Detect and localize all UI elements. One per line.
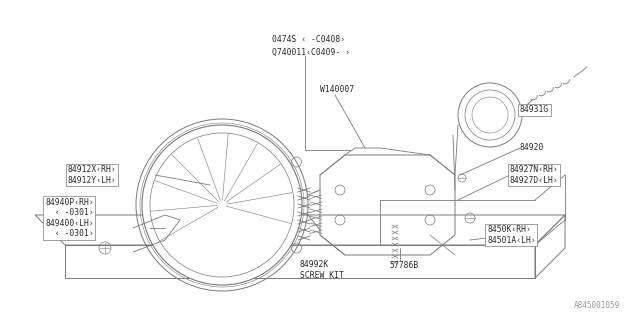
Circle shape [142,125,302,285]
Text: A845001059: A845001059 [573,301,620,310]
Text: 84940P‹RH›
  ‹ -0301›
849400‹LH›
  ‹ -0301›: 84940P‹RH› ‹ -0301› 849400‹LH› ‹ -0301› [45,198,93,238]
Text: 84992K
SCREW KIT: 84992K SCREW KIT [300,260,344,280]
Text: 84912X‹RH›
84912Y‹LH›: 84912X‹RH› 84912Y‹LH› [68,165,116,185]
Text: 8450K‹RH›
84501A‹LH›: 8450K‹RH› 84501A‹LH› [487,225,536,245]
Text: Q740011‹C0409- ›: Q740011‹C0409- › [272,47,350,57]
Text: 0474S ‹ -C0408›: 0474S ‹ -C0408› [272,36,345,44]
Text: 57786B: 57786B [390,260,419,269]
Text: 84931G: 84931G [520,106,549,115]
Text: 84920: 84920 [520,143,545,153]
Text: W140007: W140007 [320,85,354,94]
Text: 84927N‹RH›
84927D‹LH›: 84927N‹RH› 84927D‹LH› [510,165,559,185]
